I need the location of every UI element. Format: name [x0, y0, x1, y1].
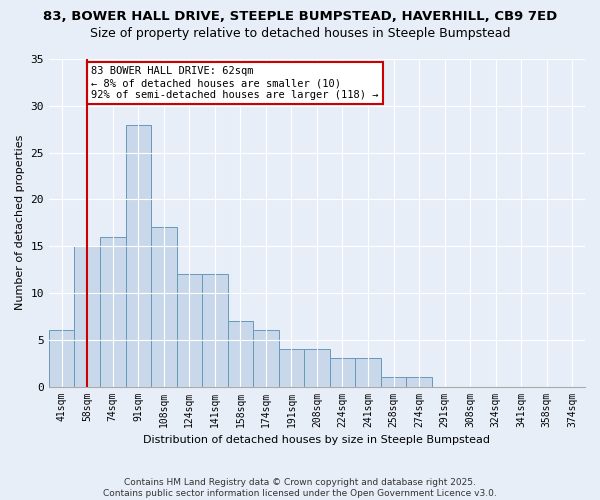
Bar	[278, 349, 304, 387]
Bar	[74, 246, 100, 386]
Bar	[406, 377, 432, 386]
Text: 83 BOWER HALL DRIVE: 62sqm
← 8% of detached houses are smaller (10)
92% of semi-: 83 BOWER HALL DRIVE: 62sqm ← 8% of detac…	[91, 66, 379, 100]
Bar	[125, 124, 151, 386]
Bar	[176, 274, 202, 386]
Bar	[100, 237, 125, 386]
Bar	[227, 321, 253, 386]
Bar	[151, 228, 176, 386]
Text: 83, BOWER HALL DRIVE, STEEPLE BUMPSTEAD, HAVERHILL, CB9 7ED: 83, BOWER HALL DRIVE, STEEPLE BUMPSTEAD,…	[43, 10, 557, 23]
Bar	[304, 349, 330, 387]
Bar	[355, 358, 381, 386]
Bar	[49, 330, 74, 386]
X-axis label: Distribution of detached houses by size in Steeple Bumpstead: Distribution of detached houses by size …	[143, 435, 490, 445]
Text: Contains HM Land Registry data © Crown copyright and database right 2025.
Contai: Contains HM Land Registry data © Crown c…	[103, 478, 497, 498]
Bar	[202, 274, 227, 386]
Text: Size of property relative to detached houses in Steeple Bumpstead: Size of property relative to detached ho…	[90, 28, 510, 40]
Bar	[381, 377, 406, 386]
Y-axis label: Number of detached properties: Number of detached properties	[15, 135, 25, 310]
Bar	[253, 330, 278, 386]
Bar	[330, 358, 355, 386]
